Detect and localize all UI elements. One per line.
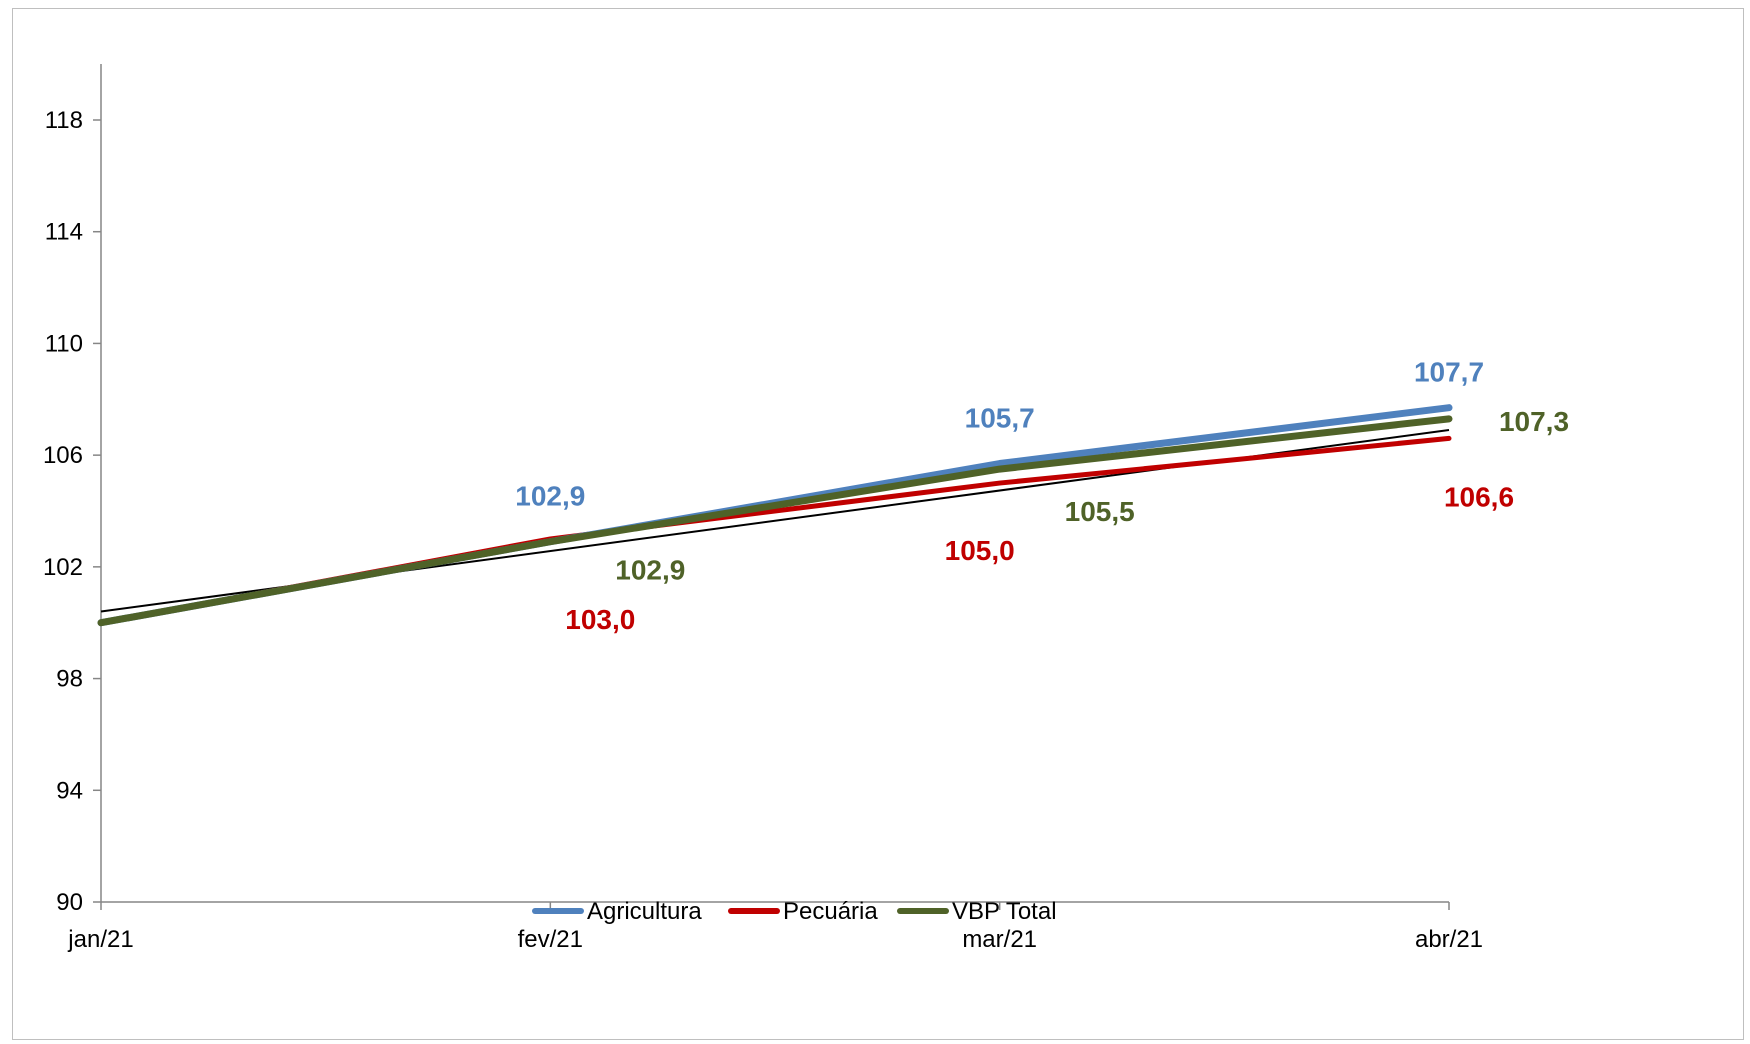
x-tick-label: abr/21 (1415, 926, 1483, 953)
data-label: 106,6 (1444, 481, 1514, 512)
y-tick-label: 114 (45, 219, 83, 246)
y-tick-label: 94 (56, 777, 83, 804)
data-label: 105,7 (965, 403, 1035, 434)
data-label: 102,9 (515, 481, 585, 512)
series-line-vbp-total (97, 415, 1453, 627)
legend-label: VBP Total (952, 898, 1057, 925)
data-label: 102,9 (615, 555, 685, 586)
data-label: 107,3 (1499, 406, 1569, 437)
y-tick-label: 90 (56, 889, 83, 916)
data-label: 103,0 (565, 604, 635, 635)
x-tick-label: mar/21 (962, 926, 1037, 953)
line-chart: 90 94 98 102 106 110 114 118 jan/21 fev/21 mar/21 a… (43, 64, 1569, 953)
x-tick-label: jan/21 (67, 926, 133, 953)
chart-frame: 90 94 98 102 106 110 114 118 jan/21 fev/21 mar/21 a… (12, 8, 1744, 1040)
y-tick-label: 98 (56, 666, 83, 693)
y-tick-label: 118 (45, 107, 83, 134)
legend-label: Pecuária (783, 898, 878, 925)
legend-label: Agricultura (587, 898, 702, 925)
data-label: 105,5 (1065, 496, 1135, 527)
y-tick-label: 106 (43, 442, 83, 469)
y-tick-label: 102 (43, 554, 83, 581)
y-tick-label: 110 (45, 330, 83, 357)
x-tick-label: fev/21 (518, 926, 583, 953)
data-label: 105,0 (945, 535, 1015, 566)
data-label: 107,7 (1414, 357, 1484, 388)
series-line-pecu-ria (98, 435, 1452, 626)
